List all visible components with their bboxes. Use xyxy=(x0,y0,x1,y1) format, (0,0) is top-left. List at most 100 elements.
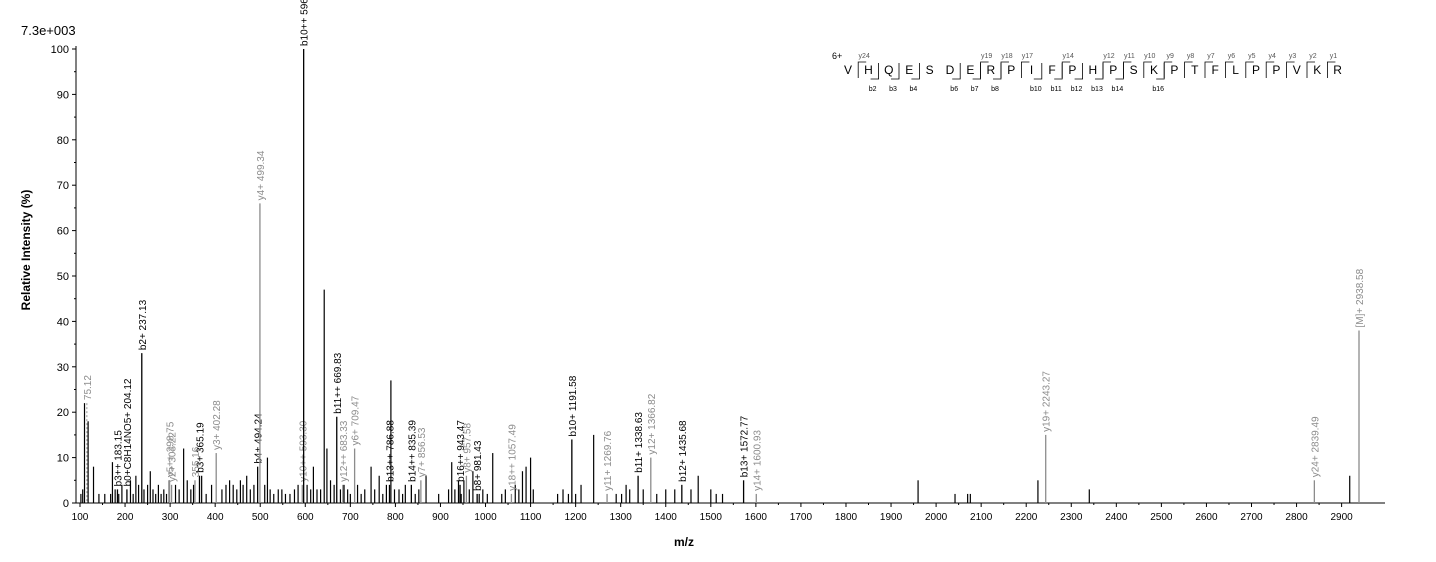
b-ion-label: b7 xyxy=(971,86,979,93)
x-tick-label: 100 xyxy=(72,512,89,523)
y-ion-label: y2 xyxy=(1309,53,1317,60)
peak-label: y18++ 1057.49 xyxy=(507,424,518,491)
b-ion-label: b3 xyxy=(889,86,897,93)
b-ion-label: b11 xyxy=(1051,86,1062,93)
b-ion-label: b6 xyxy=(950,86,958,93)
sequence-residue: E xyxy=(966,63,974,77)
y-ion-label: y17 xyxy=(1022,53,1033,60)
y-tick-label: 50 xyxy=(57,271,69,283)
b-ion-bracket xyxy=(1033,63,1043,80)
peak-label: y2+ 303.22 xyxy=(168,432,179,482)
x-tick-label: 2500 xyxy=(1150,512,1173,523)
y-ion-bracket xyxy=(1265,61,1275,78)
peak-label: b2+ 237.13 xyxy=(138,299,149,350)
b-ion-label: b4 xyxy=(910,86,918,93)
x-tick-label: 1700 xyxy=(790,512,813,523)
sequence-residue: D xyxy=(946,63,955,77)
peak-label: 75.12 xyxy=(83,375,94,400)
x-tick-label: 1300 xyxy=(610,512,633,523)
y-tick-label: 20 xyxy=(57,407,69,419)
peak-label: y5++ 298.75 xyxy=(166,421,177,477)
sequence-residue: P xyxy=(1170,63,1178,77)
x-tick-label: 2900 xyxy=(1330,512,1353,523)
peak-label: y12++ 683.33 xyxy=(339,420,350,482)
sequence-residue: S xyxy=(1130,63,1138,77)
sequence-residue: P xyxy=(1272,63,1280,77)
y-ion-label: y8 xyxy=(1187,53,1195,60)
y-ion-label: y14 xyxy=(1063,53,1074,60)
b-ion-label: b16 xyxy=(1152,86,1164,93)
sequence-residue: I xyxy=(1030,63,1033,77)
x-tick-label: 1000 xyxy=(474,512,497,523)
b-ion-bracket xyxy=(911,63,920,80)
y-ion-label: y3 xyxy=(1289,53,1297,60)
peak-label: b10+ 1191.58 xyxy=(568,375,579,436)
y-ion-bracket xyxy=(1000,61,1009,78)
y-ion-bracket xyxy=(1306,61,1315,78)
peak-label: y11+ 1269.76 xyxy=(603,430,614,491)
sequence-residue: F xyxy=(1048,63,1055,77)
y-ion-label: y4 xyxy=(1268,53,1276,60)
peak-label: b11++ 669.83 xyxy=(333,352,344,413)
b-ion-bracket xyxy=(870,63,879,80)
y-ion-label: y19 xyxy=(981,53,992,60)
y-ion-bracket xyxy=(1225,61,1234,78)
peak-label: b3++ 183.15 xyxy=(113,430,124,487)
x-tick-label: 2000 xyxy=(925,512,948,523)
x-tick-label: 1600 xyxy=(745,512,768,523)
peak-label: y7+ 856.53 xyxy=(417,427,428,477)
sequence-residue: Q xyxy=(884,63,893,77)
y-ion-bracket xyxy=(1286,61,1295,78)
sequence-residue: P xyxy=(1007,63,1015,77)
b-ion-bracket xyxy=(891,63,900,80)
y-ion-label: y24 xyxy=(859,53,870,60)
peak-label: b14++ 835.39 xyxy=(407,420,418,482)
b-ion-label: b13 xyxy=(1091,86,1103,93)
peak-label: b4+ 494.24 xyxy=(254,413,265,464)
y-tick-label: 100 xyxy=(51,44,69,56)
x-tick-label: 500 xyxy=(252,512,269,523)
x-tick-label: 600 xyxy=(297,512,314,523)
x-tick-label: 2300 xyxy=(1060,512,1083,523)
peak-label: b12+ 1435.68 xyxy=(678,420,689,482)
y-ion-bracket xyxy=(1245,61,1254,78)
sequence-residue: L xyxy=(1232,63,1239,77)
y-ion-label: y10 xyxy=(1144,53,1155,60)
peak-label: y4+ 499.34 xyxy=(256,150,267,200)
y-tick-label: 60 xyxy=(57,226,69,238)
peak-label: b3+ 365.19 xyxy=(195,422,206,473)
b-ion-label: b8 xyxy=(991,86,999,93)
y-tick-label: 30 xyxy=(57,362,69,374)
y-axis-label: Relative Intensity (%) xyxy=(19,190,33,311)
sequence-residue: R xyxy=(1333,63,1342,77)
y-ion-label: y12 xyxy=(1103,53,1114,60)
b-ion-label: b2 xyxy=(869,86,877,93)
peak-label: y19+ 2243.27 xyxy=(1042,371,1053,432)
y-ion-bracket xyxy=(1143,61,1152,78)
x-tick-label: 1200 xyxy=(565,512,588,523)
y-ion-bracket xyxy=(1184,61,1193,78)
y-ion-bracket xyxy=(980,61,989,78)
b-ion-label: b14 xyxy=(1112,86,1124,93)
y-tick-label: 10 xyxy=(57,453,69,465)
y-ion-label: y9 xyxy=(1166,53,1174,60)
sequence-residue: P xyxy=(1068,63,1076,77)
y-tick-label: 0 xyxy=(63,498,69,510)
peak-label: y12+ 1366.82 xyxy=(647,393,658,454)
sequence-residue: T xyxy=(1191,63,1199,77)
x-axis-label: m/z xyxy=(674,535,694,549)
peak-label: b13++ 786.88 xyxy=(385,420,396,482)
x-tick-label: 300 xyxy=(162,512,179,523)
sequence-residue: H xyxy=(864,63,873,77)
x-tick-label: 1500 xyxy=(700,512,723,523)
peak-label: y8+ 957.58 xyxy=(462,423,473,473)
y-ion-bracket xyxy=(857,61,867,78)
peak-label: 355.16 xyxy=(191,446,202,477)
sequence-residue: E xyxy=(905,63,913,77)
y-ion-label: y1 xyxy=(1330,53,1338,60)
y-ion-bracket xyxy=(1021,61,1030,78)
peak-label: b16++ 943.47 xyxy=(456,420,467,482)
x-tick-label: 1400 xyxy=(655,512,678,523)
x-tick-label: 1800 xyxy=(835,512,858,523)
